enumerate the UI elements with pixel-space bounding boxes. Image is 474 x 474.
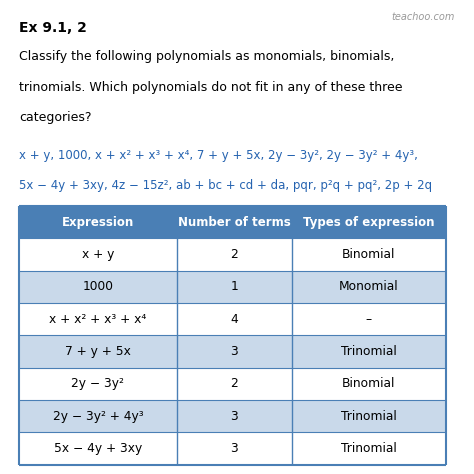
Text: 5x − 4y + 3xy: 5x − 4y + 3xy [54,442,142,455]
Bar [19,303,446,336]
Text: 5x − 4y + 3xy, 4z − 15z², ab + bc + cd + da, pqr, p²q + pq², 2p + 2q: 5x − 4y + 3xy, 4z − 15z², ab + bc + cd +… [19,179,432,191]
Text: x + x² + x³ + x⁴: x + x² + x³ + x⁴ [49,313,146,326]
Bar [19,271,446,303]
Text: categories?: categories? [19,111,91,124]
Text: Binomial: Binomial [342,377,395,390]
Text: trinomials. Which polynomials do not fit in any of these three: trinomials. Which polynomials do not fit… [19,81,402,93]
Text: Trinomial: Trinomial [341,410,397,423]
Text: Number of terms: Number of terms [178,216,291,229]
Text: 1: 1 [230,281,238,293]
Text: 3: 3 [230,345,238,358]
Text: Types of expression: Types of expression [303,216,435,229]
Bar [19,400,446,432]
Text: Trinomial: Trinomial [341,345,397,358]
Bar [19,238,446,271]
Text: Classify the following polynomials as monomials, binomials,: Classify the following polynomials as mo… [19,50,394,63]
Text: 2y − 3y²: 2y − 3y² [72,377,124,390]
Text: 3: 3 [230,442,238,455]
Text: Trinomial: Trinomial [341,442,397,455]
Bar [19,206,446,238]
Text: 2y − 3y² + 4y³: 2y − 3y² + 4y³ [53,410,143,423]
Text: Monomial: Monomial [339,281,399,293]
Text: 3: 3 [230,410,238,423]
Text: x + y: x + y [82,248,114,261]
Text: Expression: Expression [62,216,134,229]
Text: 1000: 1000 [82,281,113,293]
Text: 7 + y + 5x: 7 + y + 5x [65,345,131,358]
Text: 4: 4 [230,313,238,326]
Bar [19,368,446,400]
Bar [19,336,446,368]
Text: Binomial: Binomial [342,248,395,261]
Text: Ex 9.1, 2: Ex 9.1, 2 [19,21,87,36]
Text: 2: 2 [230,377,238,390]
Text: –: – [366,313,372,326]
Text: x + y, 1000, x + x² + x³ + x⁴, 7 + y + 5x, 2y − 3y², 2y − 3y² + 4y³,: x + y, 1000, x + x² + x³ + x⁴, 7 + y + 5… [19,149,418,162]
Bar [19,432,446,465]
Text: 2: 2 [230,248,238,261]
Text: teachoo.com: teachoo.com [392,12,455,22]
